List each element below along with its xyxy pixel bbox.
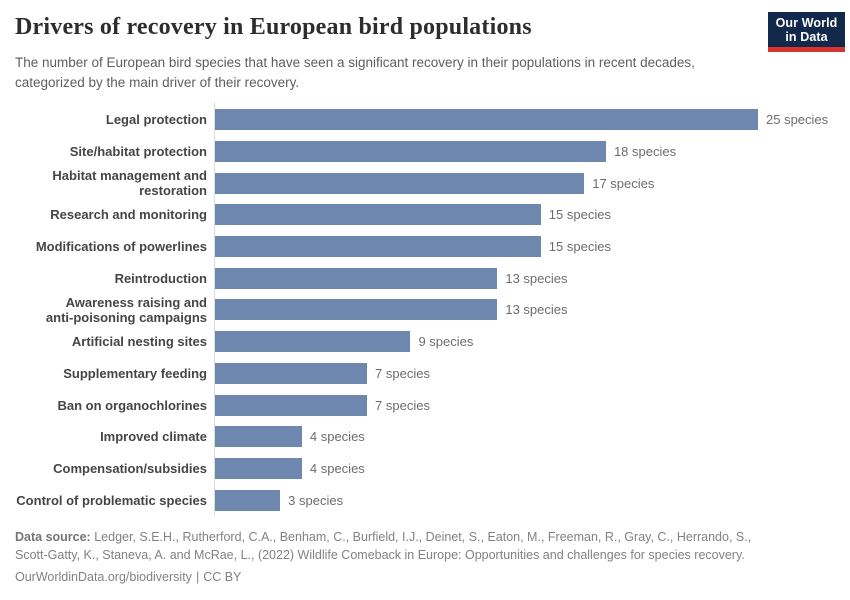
chart-row: Control of problematic species 3 species xyxy=(0,484,850,516)
bar-area: 7 species xyxy=(214,394,850,416)
bar[interactable] xyxy=(215,489,281,511)
category-label: Legal protection xyxy=(105,112,207,128)
bar-area: 13 species xyxy=(214,299,850,321)
value-label: 3 species xyxy=(288,492,344,508)
value-label: 13 species xyxy=(505,270,568,286)
value-label: 17 species xyxy=(592,175,655,191)
chart-subtitle: The number of European bird species that… xyxy=(15,55,695,90)
value-label: 9 species xyxy=(418,334,474,350)
category-label: Compensation/subsidies xyxy=(53,460,207,476)
owid-logo-box: Our World in Data xyxy=(768,12,845,47)
chart-row: Modifications of powerlines 15 species xyxy=(0,231,850,263)
bar[interactable] xyxy=(215,362,368,384)
bar-area: 25 species xyxy=(214,109,850,131)
bar-area: 15 species xyxy=(214,204,850,226)
chart-row: Research and monitoring 15 species xyxy=(0,199,850,231)
bar[interactable] xyxy=(215,426,302,448)
value-label: 15 species xyxy=(548,207,611,223)
chart-row: Habitat management and restoration 17 spe… xyxy=(0,167,850,199)
bar-area: 15 species xyxy=(214,236,850,258)
value-label: 18 species xyxy=(613,144,677,160)
bar-area: 13 species xyxy=(214,267,850,289)
chart-row: Supplementary feeding 7 species xyxy=(0,358,850,390)
bar-area: 4 species xyxy=(214,426,850,448)
bar-area: 18 species xyxy=(214,141,850,163)
bar-area: 3 species xyxy=(214,489,850,511)
category-label: Ban on organochlorines xyxy=(57,397,207,413)
chart-footer: Data source: Ledger, S.E.H., Rutherford,… xyxy=(15,529,775,587)
data-source-label: Data source: xyxy=(15,530,91,544)
bar[interactable] xyxy=(215,394,368,416)
category-label: Habitat management and restoration xyxy=(52,168,207,199)
bar[interactable] xyxy=(215,204,541,226)
chart-row: Ban on organochlorines 7 species xyxy=(0,389,850,421)
category-label: Supplementary feeding xyxy=(63,365,207,381)
owid-logo-accent-stripe xyxy=(768,47,845,52)
bar[interactable] xyxy=(215,331,411,353)
value-label: 15 species xyxy=(548,239,611,255)
data-source-text: Ledger, S.E.H., Rutherford, C.A., Benham… xyxy=(15,530,752,562)
chart-row: Awareness raising and anti-poisoning cam… xyxy=(0,294,850,326)
bar-area: 17 species xyxy=(214,172,850,194)
bar[interactable] xyxy=(215,109,758,131)
category-label: Artificial nesting sites xyxy=(71,334,207,350)
value-label: 4 species xyxy=(309,460,365,476)
bar[interactable] xyxy=(215,236,541,258)
category-label: Awareness raising and anti-poisoning cam… xyxy=(45,294,207,325)
chart-row: Improved climate 4 species xyxy=(0,421,850,453)
chart-row: Compensation/subsidies 4 species xyxy=(0,453,850,485)
category-label: Control of problematic species xyxy=(16,492,207,508)
bar-area: 9 species xyxy=(214,331,850,353)
footer-separator: | xyxy=(195,570,200,584)
owid-logo-line2: in Data xyxy=(785,29,828,44)
chart-row: Reintroduction 13 species xyxy=(0,262,850,294)
category-label: Improved climate xyxy=(100,429,207,445)
license-label: CC BY xyxy=(203,570,242,584)
chart-row: Site/habitat protection 18 species xyxy=(0,136,850,168)
bar[interactable] xyxy=(215,299,498,321)
bar-area: 7 species xyxy=(214,362,850,384)
chart-title: Drivers of recovery in European bird pop… xyxy=(15,14,532,40)
data-source: Data source: Ledger, S.E.H., Rutherford,… xyxy=(15,529,775,564)
owid-logo: Our World in Data xyxy=(768,12,845,52)
value-label: 4 species xyxy=(309,429,365,445)
category-label: Modifications of powerlines xyxy=(35,239,207,255)
category-label: Research and monitoring xyxy=(50,207,207,223)
owid-url: OurWorldinData.org/biodiversity xyxy=(15,570,192,584)
chart-row: Legal protection 25 species xyxy=(0,104,850,136)
bar-chart: Legal protection 25 species Site/habitat p… xyxy=(0,102,850,516)
value-label: 13 species xyxy=(505,302,568,318)
bar[interactable] xyxy=(215,457,302,479)
value-label: 25 species xyxy=(766,112,829,128)
value-label: 7 species xyxy=(375,365,430,381)
bar[interactable] xyxy=(215,141,606,163)
chart-row: Artificial nesting sites 9 species xyxy=(0,326,850,358)
footer-links: OurWorldinData.org/biodiversity | CC BY xyxy=(15,569,775,587)
owid-logo-line1: Our World xyxy=(775,15,838,30)
category-label: Reintroduction xyxy=(114,270,207,286)
bar-area: 4 species xyxy=(214,457,850,479)
category-label: Site/habitat protection xyxy=(69,144,207,160)
value-label: 7 species xyxy=(375,397,430,413)
bar[interactable] xyxy=(215,172,585,194)
bar[interactable] xyxy=(215,267,498,289)
y-axis-line xyxy=(214,102,215,516)
